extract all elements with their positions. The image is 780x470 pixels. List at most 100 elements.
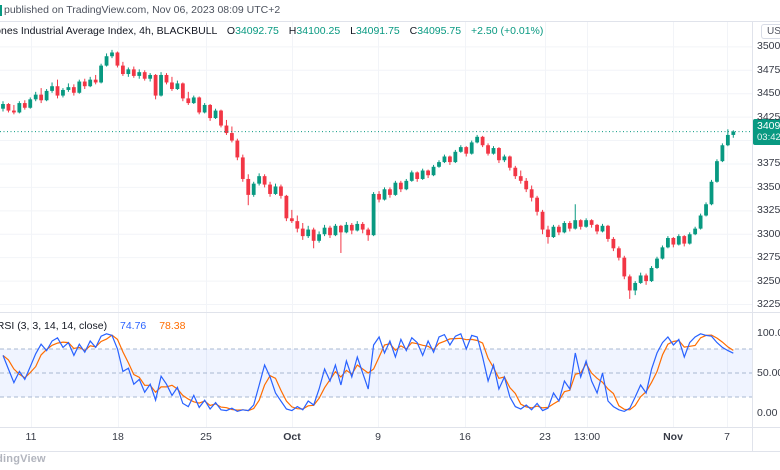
candle-body <box>360 223 365 230</box>
candle-body <box>704 204 708 216</box>
candle-body <box>104 56 109 66</box>
price-axis-label: 34500.00 <box>757 87 780 100</box>
candle-body <box>137 72 142 76</box>
price-axis-label: 33500.00 <box>757 180 780 193</box>
candle-body <box>616 248 621 258</box>
candle-body <box>529 189 534 198</box>
candle-body <box>159 74 163 96</box>
candle-body <box>186 98 191 104</box>
price-axis-label: 34250.00 <box>757 110 780 123</box>
candle-body <box>300 228 305 237</box>
close-value: 34095.75 <box>417 25 462 37</box>
candle-body <box>720 145 725 162</box>
candle-body <box>409 172 414 181</box>
currency-unit-button[interactable]: USD <box>761 24 780 39</box>
change-value: +2.50 (+0.01%) <box>470 25 544 37</box>
candle-body <box>366 229 371 236</box>
candle-body <box>431 166 436 176</box>
candle-body <box>344 224 349 233</box>
candle-body <box>246 178 251 195</box>
candle-body <box>567 222 572 229</box>
candle-body <box>311 229 316 241</box>
candle-body <box>93 79 98 83</box>
tradingview-watermark-link[interactable]: TradingView <box>0 453 46 465</box>
candle-body <box>507 156 512 168</box>
stoch-d-line <box>2 334 734 412</box>
candle-body <box>322 227 327 235</box>
time-axis-label: 16 <box>459 431 471 443</box>
candle-body <box>251 183 256 195</box>
candle-body <box>377 193 381 200</box>
candle-body <box>88 79 93 87</box>
candle-body <box>518 176 523 181</box>
time-axis-label: 18 <box>112 431 124 443</box>
candle-body <box>458 147 463 152</box>
candle-body <box>589 220 594 225</box>
time-axis-label: Oct <box>283 431 301 443</box>
candle-body <box>513 167 518 177</box>
candle-body <box>676 236 681 245</box>
candle-body <box>240 157 245 179</box>
candle-body <box>349 224 354 231</box>
candle-body <box>131 69 136 76</box>
candle-body <box>328 227 332 236</box>
candle-body <box>99 65 103 83</box>
candle-body <box>262 176 267 185</box>
candle-body <box>257 176 262 184</box>
candle-body <box>121 65 125 75</box>
stoch-rsi-label[interactable]: Stoch RSI (3, 3, 14, 14, close) <box>0 320 108 332</box>
candle-body <box>115 52 120 66</box>
candle-body <box>426 170 430 176</box>
candle-body <box>655 258 659 268</box>
candle-body <box>709 181 714 205</box>
candle-body <box>415 172 420 179</box>
candle-body <box>230 133 234 141</box>
low-label: L <box>350 25 356 37</box>
candle-body <box>197 97 202 113</box>
candle-body <box>453 151 458 163</box>
candle-body <box>666 237 670 248</box>
candle-body <box>480 136 485 146</box>
candle-body <box>142 72 147 79</box>
open-label: O <box>226 25 236 37</box>
candle-body <box>420 170 425 179</box>
candle-body <box>153 74 158 96</box>
high-value: 34100.25 <box>296 25 341 37</box>
candle-body <box>725 134 730 146</box>
stoch-rsi-k-value: 74.76 <box>120 320 147 332</box>
candle-body <box>486 145 490 154</box>
candle-body <box>562 222 567 233</box>
candle-body <box>442 156 447 163</box>
candle-body <box>660 247 665 259</box>
candle-body <box>687 234 692 244</box>
candle-body <box>202 104 207 113</box>
candle-body <box>235 140 240 158</box>
price-axis-label: 33750.00 <box>757 157 780 170</box>
candle-body <box>55 86 60 96</box>
time-axis-label: 7 <box>724 431 730 443</box>
candle-body <box>491 148 496 154</box>
candle-body <box>33 94 38 100</box>
candle-body <box>622 257 627 277</box>
price-axis-label: 32750.00 <box>757 251 780 264</box>
candle-body <box>208 104 212 119</box>
candle-body <box>317 234 321 241</box>
tradingview-logo-icon <box>0 5 2 16</box>
candle-body <box>61 89 65 96</box>
close-label: C <box>409 25 418 37</box>
candle-body <box>289 218 294 222</box>
candle-body <box>180 83 185 99</box>
candle-body <box>584 220 589 227</box>
time-axis-label: 11 <box>25 431 37 443</box>
candle-body <box>595 224 599 232</box>
candle-body <box>638 275 643 283</box>
candle-body <box>333 225 338 236</box>
symbol-ohlc-row: Dow Jones Industrial Average Index, 4h, … <box>0 25 543 37</box>
symbol-title[interactable]: Dow Jones Industrial Average Index, 4h, … <box>0 25 217 37</box>
candle-body <box>693 228 698 235</box>
candle-body <box>535 197 539 212</box>
candle-body <box>546 229 550 238</box>
time-axis-label: 9 <box>375 431 381 443</box>
indicator-axis-label: 0.00 <box>757 406 778 419</box>
candle-body <box>306 229 311 237</box>
